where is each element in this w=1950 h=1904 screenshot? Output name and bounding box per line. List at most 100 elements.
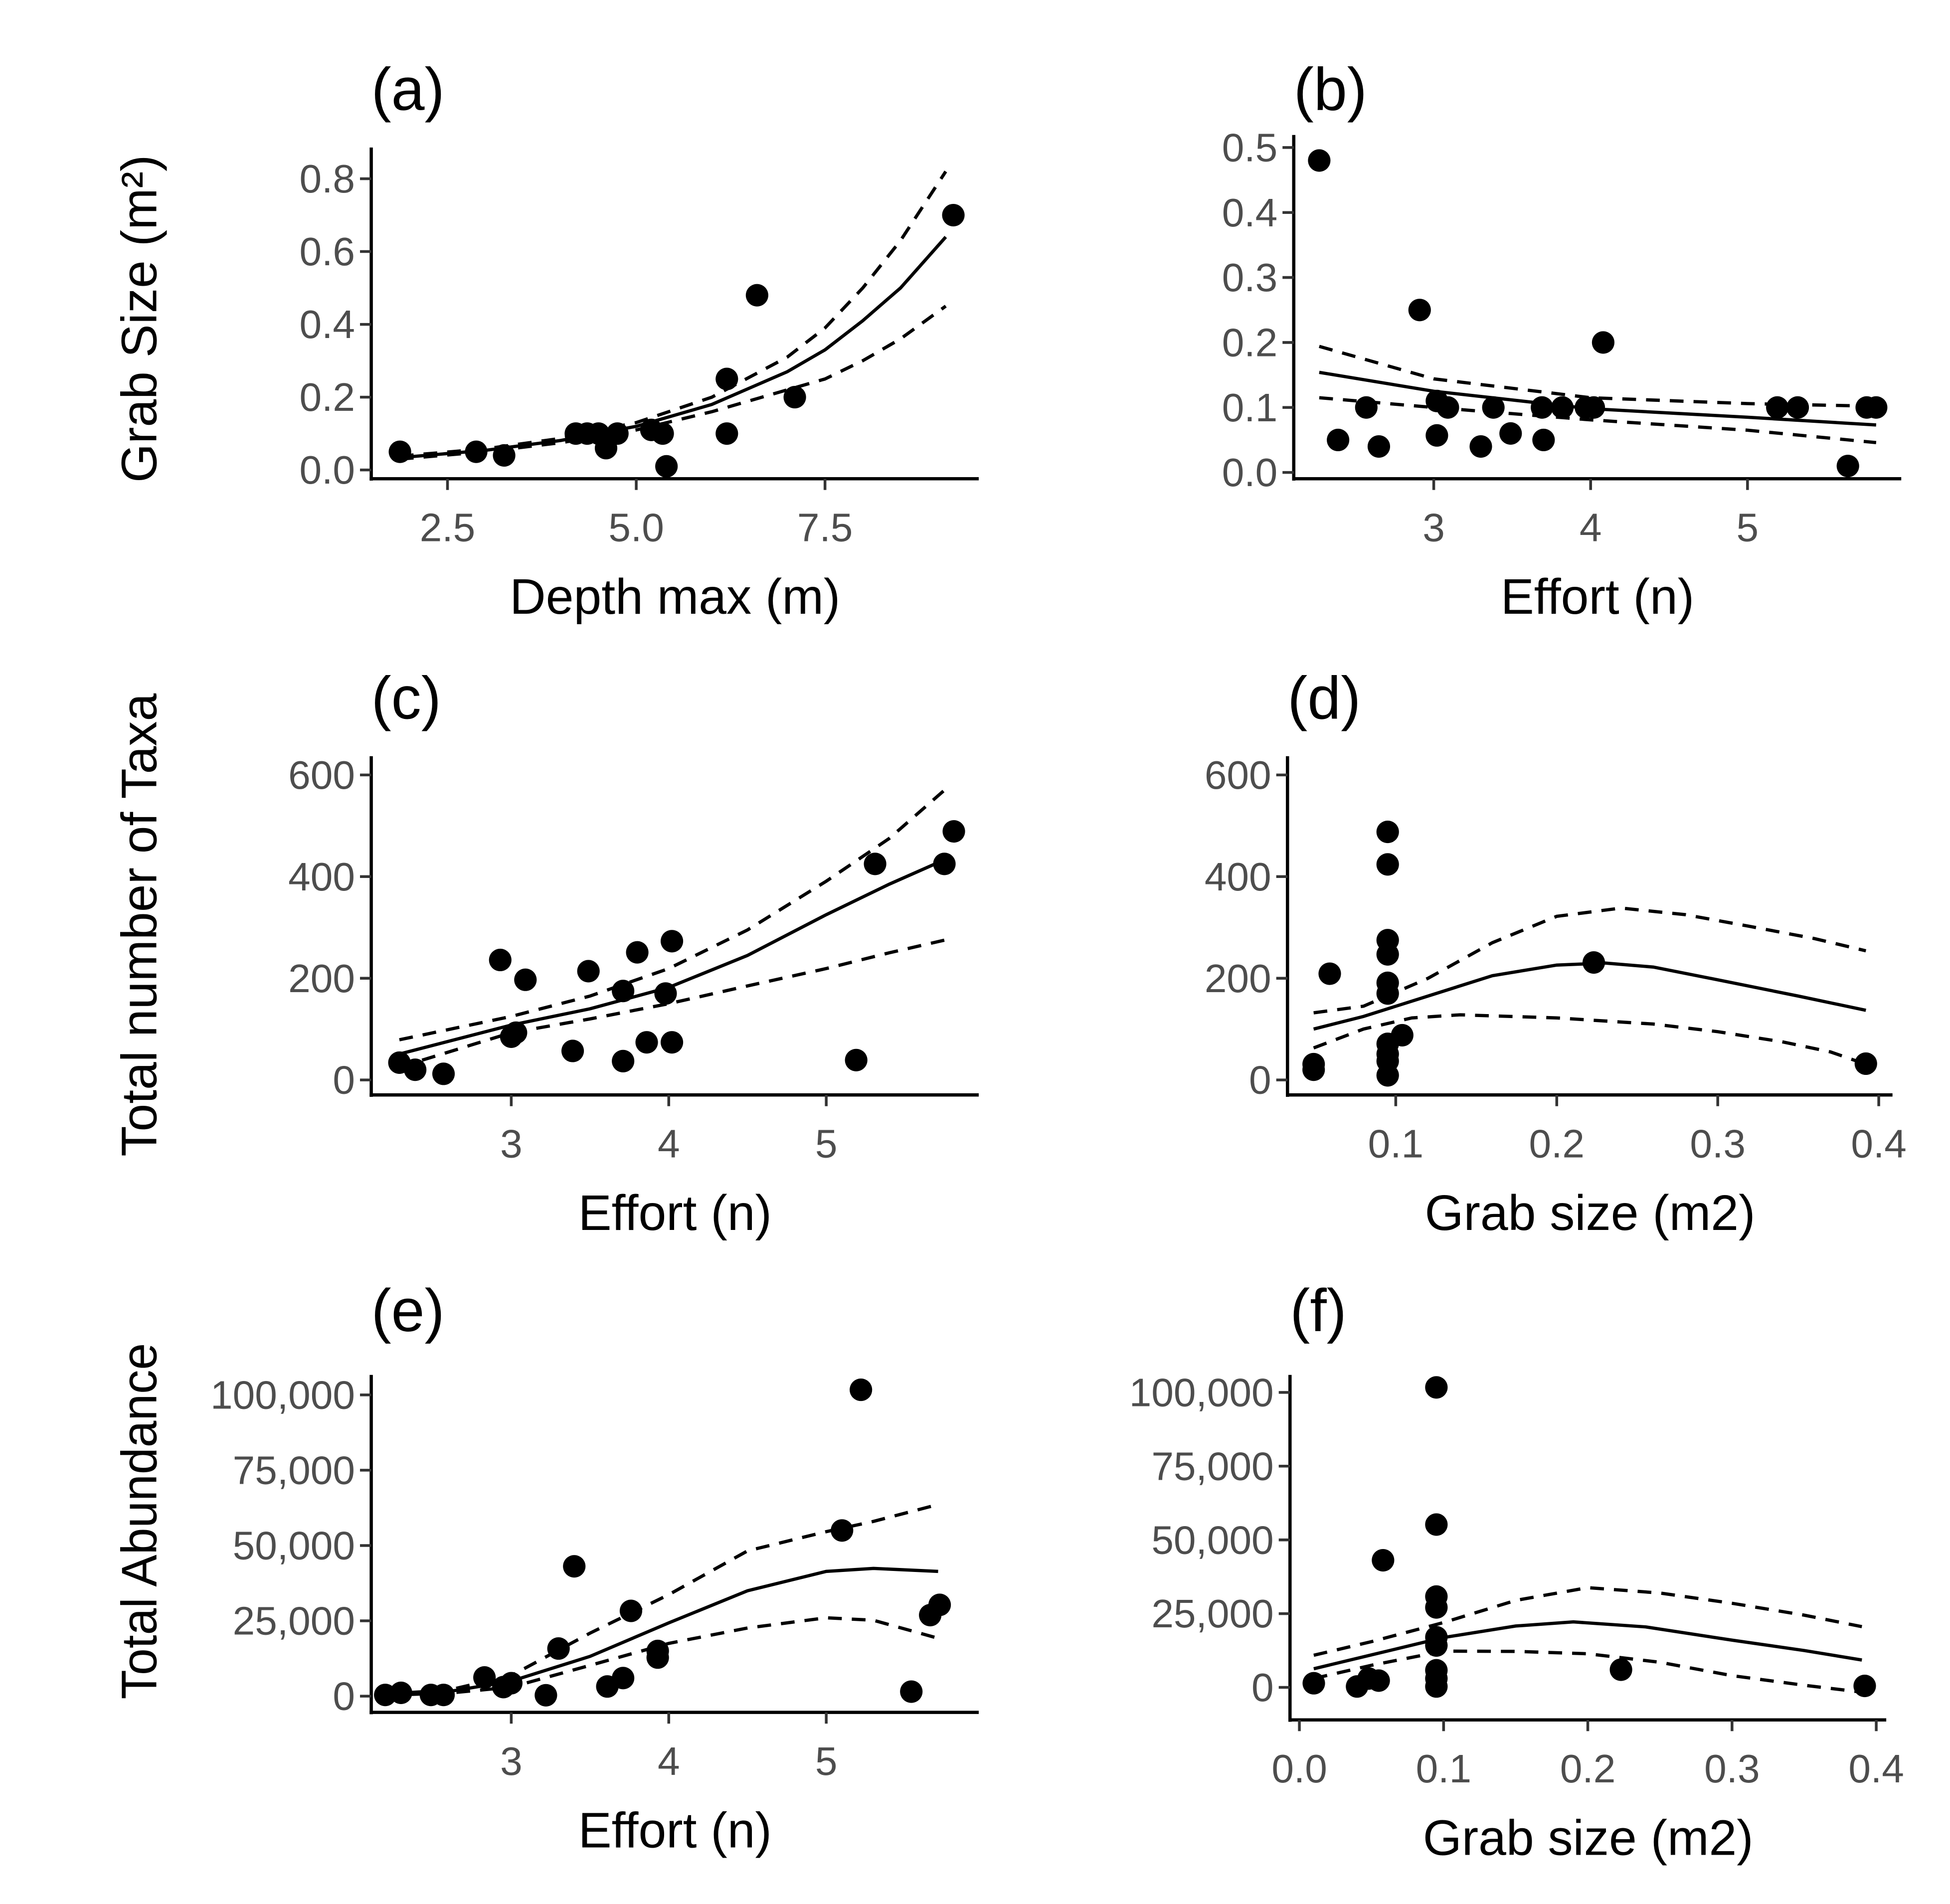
- x-tick-label: 4: [658, 1738, 680, 1783]
- data-point: [715, 367, 738, 390]
- data-point: [655, 455, 678, 478]
- y-tick-label: 0.4: [1222, 190, 1278, 235]
- data-point: [928, 1593, 951, 1616]
- data-point: [534, 1684, 557, 1707]
- data-point: [1609, 1658, 1632, 1681]
- data-point: [845, 1048, 868, 1071]
- panel-d: 0.1 0.2 0.3 0.4 0 200 400 600 Grab size (m2) (d): [1205, 665, 1907, 1241]
- data-point: [465, 440, 488, 463]
- panel-a: 2.5 5.0 7.5 0.0 0.2 0.4 0.6 0.8 Depth max (m) (a): [299, 56, 979, 625]
- data-point: [1376, 1064, 1399, 1087]
- data-point: [1425, 1376, 1448, 1399]
- data-point: [1482, 396, 1505, 419]
- panel-label: (d): [1287, 665, 1361, 732]
- x-axis-title: Effort (n): [578, 1802, 772, 1858]
- data-point: [1766, 396, 1789, 419]
- data-point: [942, 820, 965, 843]
- x-tick-label: 0.3: [1690, 1121, 1746, 1166]
- y-tick-label: 0.0: [1222, 450, 1278, 495]
- panel-label: (e): [371, 1277, 445, 1344]
- data-point: [1854, 1052, 1877, 1075]
- data-point: [933, 853, 956, 875]
- data-point: [432, 1062, 455, 1085]
- data-point: [389, 1681, 412, 1704]
- data-point: [563, 1555, 586, 1578]
- panel-label: (c): [371, 665, 441, 732]
- y-tick-label: 400: [288, 854, 355, 899]
- y-tick-label: 0.2: [299, 374, 355, 419]
- data-point: [626, 941, 649, 964]
- y-tick-label: 0: [1251, 1665, 1274, 1710]
- fit-line: [1313, 1620, 1862, 1671]
- data-point: [1355, 396, 1378, 419]
- ci-upper-line: [399, 789, 946, 1041]
- x-tick-label: 5: [1737, 505, 1759, 550]
- panel-label: (f): [1290, 1277, 1347, 1344]
- x-axis-title: Effort (n): [1501, 569, 1694, 625]
- x-tick-label: 0.2: [1560, 1746, 1616, 1791]
- data-point: [500, 1025, 523, 1048]
- data-point: [1308, 149, 1331, 172]
- data-point: [1551, 396, 1574, 419]
- data-point: [1425, 1634, 1448, 1657]
- panel-label: (a): [371, 56, 445, 123]
- data-point: [1582, 396, 1605, 419]
- data-point: [651, 422, 674, 445]
- data-point: [1532, 428, 1555, 452]
- panel-b: 3 4 5 0.0 0.1 0.2 0.3 0.4 0.5 Effort (n) (b): [1222, 56, 1902, 625]
- fit-line: [385, 1566, 938, 1697]
- y-title-abundance: Total Abundance: [111, 1343, 167, 1700]
- y-tick-label: 0.1: [1222, 385, 1278, 430]
- y-tick-label: 100,000: [1129, 1370, 1274, 1414]
- x-tick-label: 0.1: [1416, 1746, 1472, 1791]
- ci-upper-line: [1313, 906, 1867, 1015]
- y-tick-label: 75,000: [233, 1448, 355, 1493]
- x-tick-label: 4: [658, 1121, 680, 1166]
- data-point: [1865, 396, 1888, 419]
- panel-f: 0.0 0.1 0.2 0.3 0.4 0 25,000 50,000 75,000 100,00…: [1129, 1277, 1904, 1866]
- ci-lower-line: [1313, 1013, 1867, 1066]
- x-tick-label: 0.3: [1704, 1746, 1760, 1791]
- data-point: [1302, 1058, 1325, 1081]
- data-point: [489, 948, 512, 972]
- data-point: [1592, 331, 1614, 354]
- y-tick-label: 25,000: [233, 1598, 355, 1643]
- data-point: [619, 1599, 643, 1622]
- data-point: [1425, 1513, 1448, 1536]
- data-point: [942, 203, 965, 227]
- data-point: [864, 853, 886, 875]
- x-axis-title: Depth max (m): [510, 569, 840, 625]
- y-title-grab-size: Grab Size (m²): [111, 155, 167, 483]
- x-tick-label: 0.2: [1529, 1121, 1585, 1166]
- data-point: [745, 284, 768, 307]
- data-point: [654, 982, 677, 1005]
- x-tick-label: 0.4: [1848, 1746, 1904, 1791]
- data-point: [514, 968, 537, 991]
- data-point: [850, 1379, 873, 1401]
- fit-line: [399, 858, 945, 1056]
- x-tick-label: 3: [1422, 505, 1445, 550]
- ci-upper-line: [385, 1503, 939, 1696]
- data-point: [1367, 1669, 1390, 1692]
- data-point: [1425, 424, 1448, 447]
- y-tick-label: 0: [333, 1057, 355, 1102]
- x-tick-label: 7.5: [797, 505, 853, 550]
- data-point: [493, 444, 516, 467]
- data-point: [1499, 422, 1522, 445]
- data-point: [432, 1684, 455, 1707]
- data-point: [1531, 396, 1554, 419]
- data-point: [1376, 982, 1399, 1005]
- x-tick-label: 2.5: [420, 505, 476, 550]
- data-point: [783, 386, 806, 409]
- data-point: [1302, 1672, 1325, 1695]
- x-tick-label: 3: [500, 1121, 523, 1166]
- panel-label: (b): [1294, 56, 1367, 123]
- data-point: [1853, 1675, 1876, 1698]
- y-title-taxa: Total number of Taxa: [111, 693, 167, 1157]
- y-tick-label: 100,000: [210, 1372, 355, 1417]
- y-tick-label: 0: [333, 1674, 355, 1719]
- data-point: [561, 1039, 584, 1062]
- x-tick-label: 5: [815, 1121, 838, 1166]
- x-tick-label: 0.1: [1368, 1121, 1424, 1166]
- data-point: [1376, 853, 1399, 876]
